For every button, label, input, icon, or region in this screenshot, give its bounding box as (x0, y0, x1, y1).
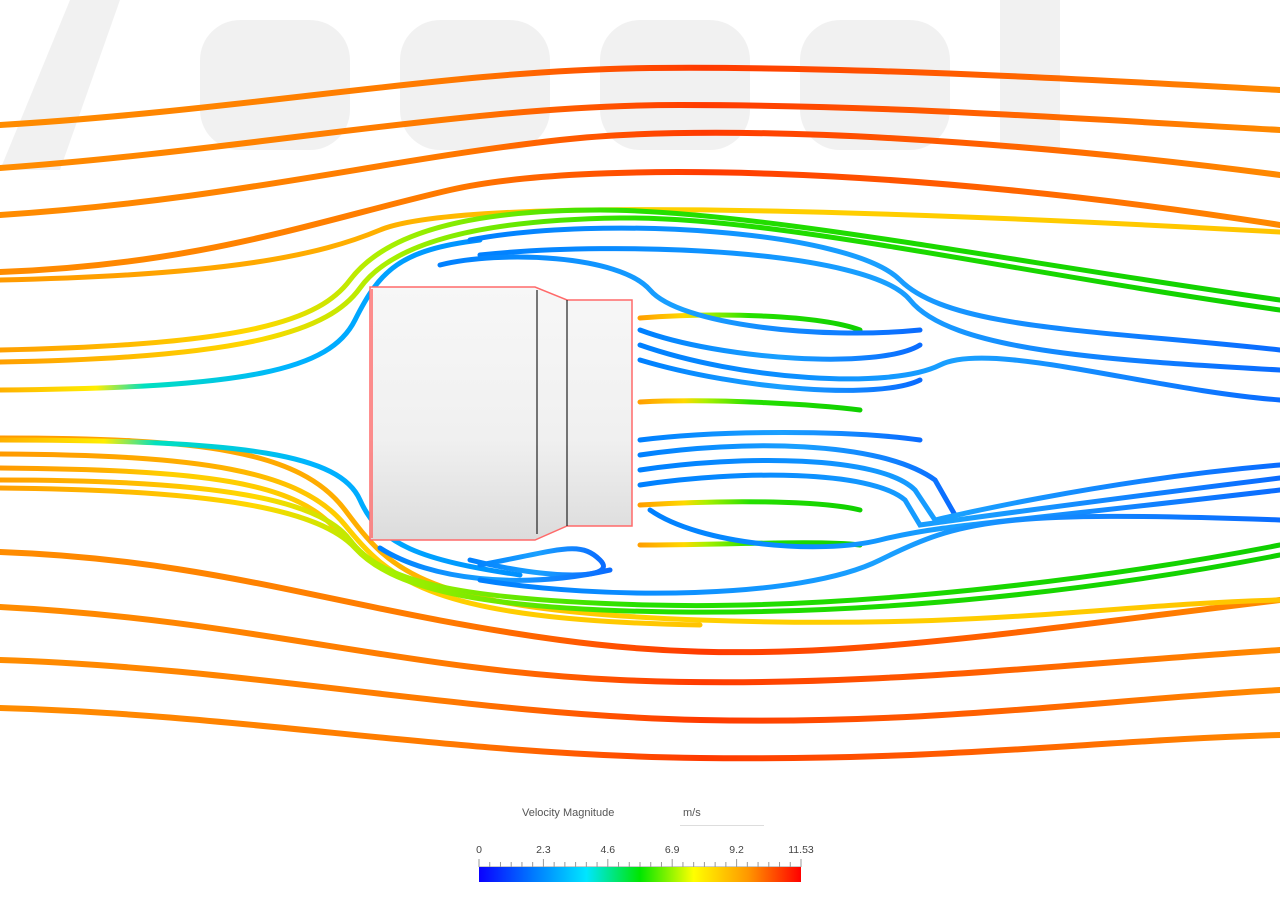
legend-tick-label: 4.6 (600, 844, 616, 856)
inner-streamlines (0, 237, 523, 578)
legend-tick-label: 2.3 (536, 844, 551, 856)
color-legend: Velocity Magnitude m/s 0 2.3 4.6 6.9 9.2 11.5… (470, 800, 830, 890)
near-body-streamlines (0, 207, 1280, 615)
cylindrical-body[interactable] (369, 286, 633, 541)
wake-streamlines (377, 225, 1280, 596)
legend-unit: m/s (680, 807, 764, 826)
outer-streamlines-top (0, 64, 1280, 275)
streamlines-visualization (0, 64, 1280, 762)
legend-unit-label: m/s (683, 807, 701, 819)
legend-tick-label: 6.9 (664, 844, 680, 856)
legend-colorbar (479, 867, 801, 882)
legend-tick-label: 11.53 (788, 844, 814, 856)
outer-streamlines-bottom (0, 549, 1280, 762)
legend-title: Velocity Magnitude (522, 807, 615, 819)
legend-tick-label: 9.2 (729, 844, 744, 856)
legend-tick-label: 0 (476, 844, 482, 856)
